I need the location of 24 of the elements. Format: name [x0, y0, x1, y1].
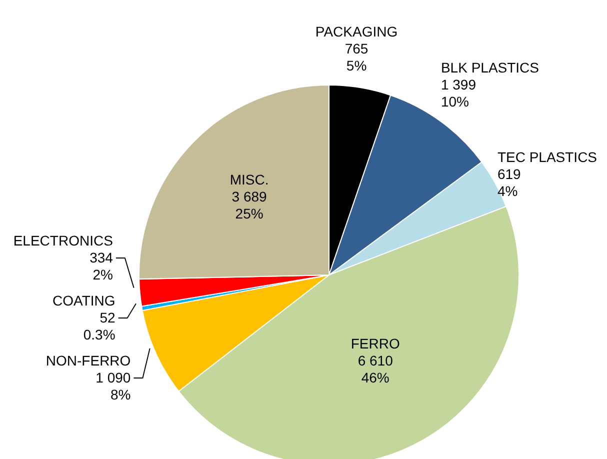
slice-label: MISC.: [230, 171, 269, 188]
slice-label: FERRO: [350, 335, 400, 352]
data-label: 334: [90, 250, 114, 266]
slice-label: TEC PLASTICS: [497, 149, 598, 166]
text: 8%: [110, 386, 131, 403]
data-label: 619: [497, 166, 522, 182]
text: 4%: [497, 183, 518, 200]
text: 2%: [92, 266, 113, 283]
slice-label: COATING: [52, 292, 116, 309]
text: 0.3%: [83, 326, 116, 343]
data-label: 52: [100, 310, 116, 326]
data-label: 1 399: [440, 76, 476, 92]
data-label: 1 090: [96, 370, 131, 386]
text: 25%: [235, 205, 264, 222]
data-label: 3 689: [232, 188, 268, 204]
slice-label: ELECTRONICS: [13, 232, 113, 249]
slice-label: BLK PLASTICS: [440, 59, 540, 76]
data-label: 765: [344, 40, 368, 57]
slice-label: PACKAGING: [315, 24, 398, 40]
data-label: 6 610: [358, 352, 394, 368]
text: 10%: [440, 93, 470, 110]
slice-label: NON-FERRO: [46, 352, 131, 369]
text: 46%: [361, 369, 390, 386]
text: 5%: [346, 58, 367, 74]
